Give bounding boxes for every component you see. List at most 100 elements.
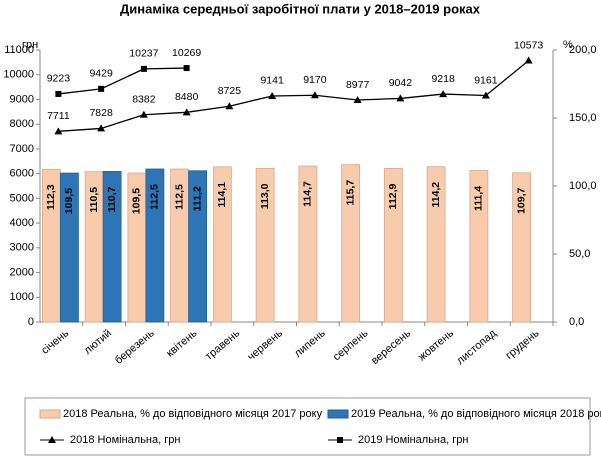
data-label: 8725 — [218, 85, 242, 97]
y2-tick-label: 200,0 — [569, 44, 597, 56]
bar — [145, 168, 165, 323]
marker — [310, 91, 319, 99]
bar-label: 112,5 — [173, 184, 185, 210]
y-tick-label: 9000 — [10, 93, 34, 105]
bar — [59, 172, 79, 323]
marker — [139, 110, 148, 118]
y-axis-label: грн — [22, 39, 38, 51]
x-tick-label: жовтень — [416, 327, 456, 363]
y-tick-label: 8000 — [10, 118, 34, 130]
marker — [97, 124, 106, 132]
bar — [383, 168, 403, 323]
data-label: 9429 — [89, 68, 113, 80]
bar — [512, 172, 532, 323]
y-tick-label: 1000 — [10, 291, 34, 303]
bar — [341, 164, 361, 323]
bar-label: 112,3 — [45, 184, 57, 210]
data-label: 9170 — [303, 74, 327, 86]
bar-label: 114,2 — [430, 182, 442, 208]
marker — [140, 65, 147, 72]
bar — [426, 166, 446, 323]
data-label: 9042 — [389, 77, 413, 89]
data-label: 10573 — [514, 39, 543, 51]
marker — [481, 91, 490, 99]
chart-title: Динаміка середньої заробітної плати у 20… — [120, 1, 481, 16]
bar — [212, 166, 232, 323]
y-tick-label: 3000 — [10, 242, 34, 254]
data-label: 9218 — [431, 73, 455, 85]
y2-axis-label: % — [563, 39, 573, 51]
legend-swatch — [327, 409, 349, 419]
bar — [255, 167, 275, 323]
marker — [396, 94, 405, 102]
bar-label: 110,5 — [88, 187, 100, 213]
y-tick-label: 7000 — [10, 143, 34, 155]
data-label: 8977 — [346, 79, 370, 91]
bar — [298, 165, 318, 323]
legend-label: 2019 Реальна, % до відповідного місяця 2… — [351, 408, 601, 420]
x-tick-label: листопад — [454, 327, 499, 367]
data-label: 7711 — [47, 110, 70, 122]
line — [58, 67, 187, 95]
marker — [268, 91, 277, 99]
marker — [98, 85, 105, 92]
data-label: 10237 — [129, 48, 158, 60]
y-tick-label: 11000 — [4, 44, 34, 56]
marker — [55, 90, 62, 97]
y2-tick-label: 50,0 — [569, 248, 590, 260]
bar — [469, 170, 489, 323]
x-tick-label: березень — [113, 327, 157, 367]
y-tick-label: 10000 — [3, 69, 34, 81]
marker — [439, 90, 448, 98]
x-tick-label: грудень — [503, 327, 541, 362]
legend-marker — [337, 437, 343, 443]
legend-label: 2018 Реальна, % до відповідного місяця 2… — [63, 408, 323, 420]
y-tick-label: 5000 — [10, 192, 34, 204]
x-tick-label: лютий — [82, 327, 114, 357]
x-tick-label: вересень — [369, 327, 413, 367]
y2-tick-label: 0,0 — [569, 316, 584, 328]
data-label: 10269 — [172, 47, 201, 59]
y-tick-label: 0 — [28, 316, 34, 328]
data-label: 9223 — [47, 73, 71, 85]
data-label: 7828 — [89, 107, 113, 119]
bar-label: 115,7 — [344, 180, 356, 206]
bar-label: 109,5 — [63, 188, 75, 214]
x-tick-label: червень — [245, 327, 285, 363]
x-tick-label: липень — [292, 327, 328, 360]
x-tick-label: серпень — [331, 327, 371, 363]
marker — [183, 65, 190, 72]
bar-label: 112,5 — [149, 184, 161, 210]
y-tick-label: 4000 — [10, 217, 34, 229]
legend-label: 2018 Номінальна, грн — [70, 434, 180, 446]
bar-label: 109,5 — [131, 188, 143, 214]
bar-label: 112,9 — [387, 183, 399, 209]
y2-tick-label: 100,0 — [569, 180, 597, 192]
marker — [353, 96, 362, 104]
bar-label: 111,4 — [473, 186, 485, 211]
y-tick-label: 6000 — [10, 168, 34, 180]
bar — [102, 171, 122, 323]
marker — [524, 56, 533, 64]
data-label: 8382 — [132, 94, 156, 106]
data-label: 8480 — [175, 91, 199, 103]
bar-label: 114,7 — [302, 181, 314, 207]
data-label: 9141 — [260, 75, 284, 87]
legend-swatch — [39, 409, 61, 419]
bar-label: 113,0 — [259, 183, 271, 209]
bar-label: 109,7 — [515, 188, 527, 214]
marker — [182, 108, 191, 116]
y-tick-label: 2000 — [10, 266, 34, 278]
x-tick-label: січень — [39, 327, 71, 357]
bar-label: 114,1 — [216, 182, 228, 208]
legend-marker — [48, 436, 56, 443]
data-label: 9161 — [474, 74, 498, 86]
x-tick-label: квітень — [164, 327, 199, 359]
line — [58, 60, 530, 132]
bar — [188, 170, 208, 323]
marker — [54, 127, 63, 135]
legend-box — [24, 397, 591, 456]
bar-label: 111,2 — [191, 186, 203, 211]
marker — [225, 102, 234, 110]
